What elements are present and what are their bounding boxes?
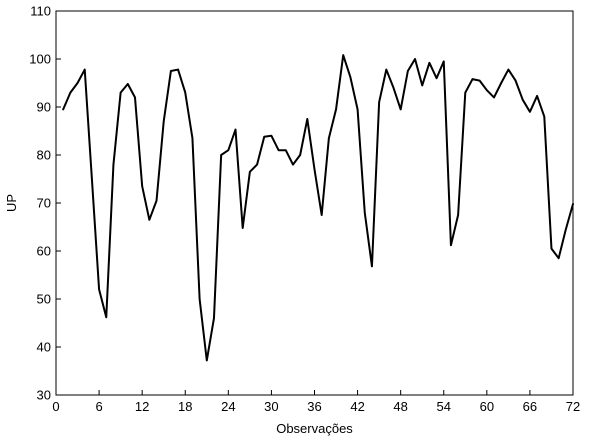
x-tick-label: 30 (264, 399, 278, 414)
x-tick-label: 54 (437, 399, 451, 414)
y-tick-label: 60 (37, 244, 51, 259)
y-axis-label: UP (4, 194, 19, 212)
x-tick-label: 72 (566, 399, 580, 414)
y-axis-tick-labels: 30 40 50 60 70 80 90 100 110 (29, 4, 51, 403)
y-tick-label: 40 (37, 340, 51, 355)
x-axis-label: Observações (276, 421, 353, 436)
x-axis-ticks (55, 390, 574, 395)
x-tick-label: 42 (350, 399, 364, 414)
x-tick-label: 6 (95, 399, 102, 414)
y-tick-label: 110 (30, 4, 51, 19)
y-tick-label: 80 (37, 148, 51, 163)
x-tick-label: 48 (393, 399, 407, 414)
x-tick-label: 66 (523, 399, 537, 414)
x-tick-label: 0 (52, 399, 59, 414)
plot-frame (55, 10, 574, 396)
x-tick-label: 18 (178, 399, 192, 414)
series-line (62, 54, 574, 362)
y-axis-ticks (56, 10, 61, 396)
x-tick-label: 24 (221, 399, 235, 414)
x-tick-label: 36 (307, 399, 321, 414)
series-group (62, 54, 574, 362)
y-tick-label: 100 (29, 52, 51, 67)
y-tick-label: 70 (37, 196, 51, 211)
x-tick-label: 60 (480, 399, 494, 414)
y-tick-label: 50 (37, 292, 51, 307)
y-tick-label: 90 (37, 100, 51, 115)
x-axis-tick-labels: 0 6 12 18 24 30 36 42 48 54 60 66 72 (52, 399, 580, 414)
x-tick-label: 12 (135, 399, 149, 414)
y-tick-label: 30 (37, 388, 51, 403)
